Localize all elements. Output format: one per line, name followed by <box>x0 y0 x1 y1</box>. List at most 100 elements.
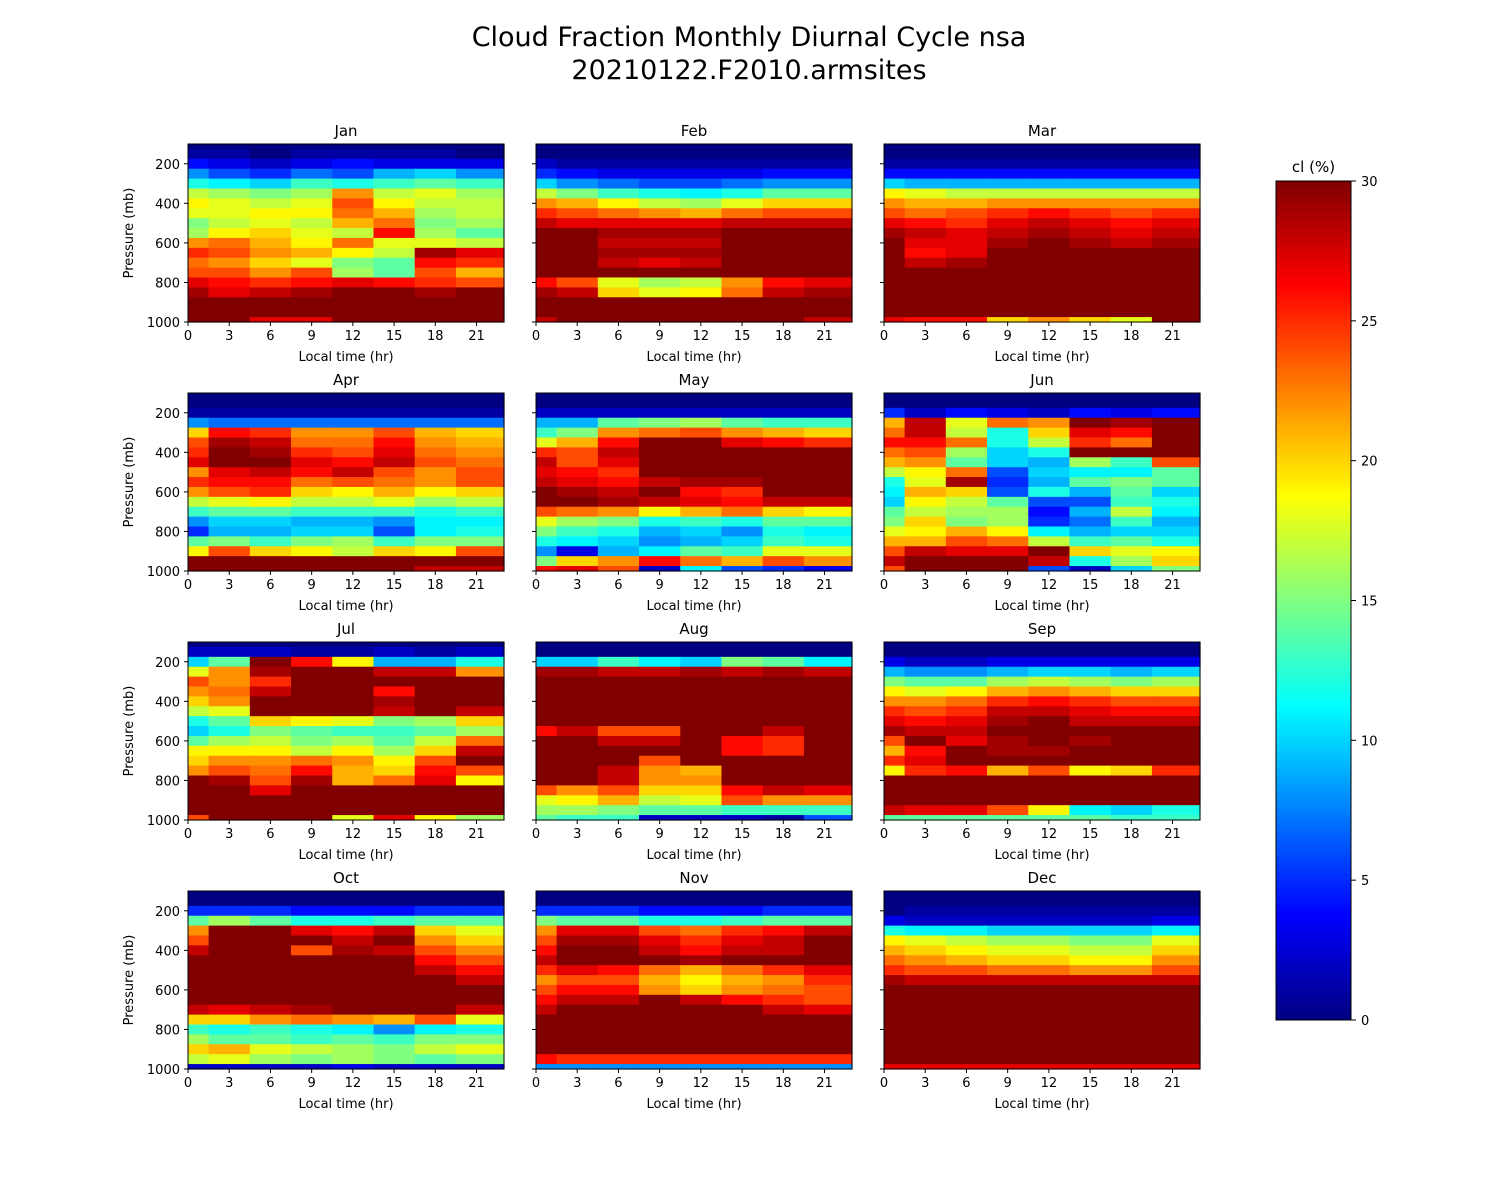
heatmap-cell <box>249 935 292 946</box>
heatmap-cell <box>884 646 906 658</box>
heatmap-cell <box>987 267 1029 279</box>
heatmap-cell <box>208 785 251 796</box>
heatmap-cell <box>455 506 505 518</box>
y-tick-label: 1000 <box>147 565 180 580</box>
heatmap-cell <box>945 1034 988 1045</box>
heatmap-cell <box>639 666 681 678</box>
heatmap-cell <box>904 277 947 288</box>
heatmap-cell <box>1028 925 1071 937</box>
heatmap-cell <box>536 745 558 757</box>
heatmap-cell <box>639 496 681 508</box>
panel-frame <box>535 392 853 572</box>
heatmap-cell <box>455 198 505 209</box>
heatmap-cell <box>373 208 416 219</box>
heatmap-cell <box>884 393 906 399</box>
heatmap-cell <box>332 148 375 160</box>
heatmap-cell <box>1069 775 1112 786</box>
heatmap-cell <box>945 228 988 239</box>
heatmap-cell <box>414 1024 457 1035</box>
x-tick-label: 0 <box>532 827 540 842</box>
heatmap-cell <box>762 686 805 697</box>
panel-frame <box>187 392 505 572</box>
heatmap-cell <box>904 257 947 269</box>
heatmap-cell <box>597 755 640 767</box>
heatmap-cell <box>188 457 210 468</box>
heatmap-cell <box>455 247 505 259</box>
heatmap-cell <box>556 745 599 757</box>
heatmap-cell <box>332 815 375 821</box>
heatmap-cell <box>1110 188 1153 199</box>
heatmap-cell <box>680 144 723 150</box>
heatmap-cell <box>332 925 375 937</box>
x-tick-label: 12 <box>693 329 710 344</box>
heatmap-cell <box>455 297 505 308</box>
heatmap-cell <box>1151 965 1201 976</box>
heatmap-cell <box>597 795 640 806</box>
heatmap-cell <box>332 393 375 399</box>
heatmap-cell <box>373 666 416 678</box>
heatmap-cell <box>762 891 805 897</box>
heatmap-cell <box>945 237 988 249</box>
heatmap-cell <box>680 546 723 557</box>
heatmap-cell <box>721 925 764 937</box>
heatmap-cell <box>455 785 505 796</box>
heatmap-cell <box>1110 1054 1153 1065</box>
heatmap-cell <box>884 566 906 572</box>
heatmap-cell <box>556 168 599 180</box>
heatmap-cell <box>721 1014 764 1026</box>
heatmap-cell <box>762 516 805 528</box>
heatmap-cell <box>556 666 599 678</box>
heatmap-cell <box>291 1024 333 1035</box>
heatmap-cell <box>803 437 853 448</box>
heatmap-cell <box>597 646 640 658</box>
heatmap-cell <box>208 178 251 190</box>
heatmap-cell <box>1069 975 1112 986</box>
figure-title-line2: 20210122.F2010.armsites <box>571 55 926 86</box>
heatmap-cell <box>680 158 723 170</box>
heatmap-cell <box>188 1054 210 1065</box>
heatmap-cell <box>291 393 333 399</box>
heatmap-cell <box>291 168 333 180</box>
heatmap-cell <box>414 457 457 468</box>
heatmap-cell <box>721 393 764 399</box>
panel-frame <box>883 143 1201 323</box>
heatmap-cell <box>556 144 599 150</box>
heatmap-cell <box>373 158 416 170</box>
heatmap-cell <box>639 427 681 439</box>
heatmap-cell <box>597 945 640 956</box>
heatmap-cell <box>803 925 853 937</box>
heatmap-cell <box>455 158 505 170</box>
heatmap-cell <box>639 805 681 816</box>
heatmap-cell <box>904 208 947 219</box>
heatmap-cell <box>414 984 457 996</box>
heatmap-cell <box>680 994 723 1006</box>
heatmap-cell <box>249 955 292 966</box>
heatmap-cell <box>1069 745 1112 757</box>
heatmap-cell <box>639 208 681 219</box>
heatmap-cell <box>291 994 333 1006</box>
heatmap-cell <box>188 486 210 498</box>
heatmap-cell <box>904 1064 947 1070</box>
heatmap-cell <box>414 148 457 160</box>
heatmap-cell <box>208 208 251 219</box>
heatmap-cell <box>680 775 723 786</box>
heatmap-cell <box>987 642 1029 648</box>
heatmap-cell <box>1028 457 1071 468</box>
heatmap-cell <box>762 297 805 308</box>
heatmap-cell <box>904 642 947 648</box>
heatmap-cell <box>536 706 558 717</box>
heatmap-cell <box>291 566 333 572</box>
heatmap-cell <box>332 716 375 727</box>
x-tick-label: 9 <box>656 329 664 344</box>
heatmap-cell <box>680 895 723 907</box>
heatmap-cell <box>1028 277 1071 288</box>
heatmap-cell <box>1151 955 1201 966</box>
heatmap-cell <box>332 706 375 717</box>
heatmap-cell <box>332 526 375 537</box>
heatmap-cell <box>1028 1064 1071 1070</box>
heatmap-cell <box>536 975 558 986</box>
heatmap-cell <box>208 686 251 697</box>
heatmap-cell <box>639 407 681 419</box>
heatmap-cell <box>597 775 640 786</box>
heatmap-cell <box>556 467 599 478</box>
